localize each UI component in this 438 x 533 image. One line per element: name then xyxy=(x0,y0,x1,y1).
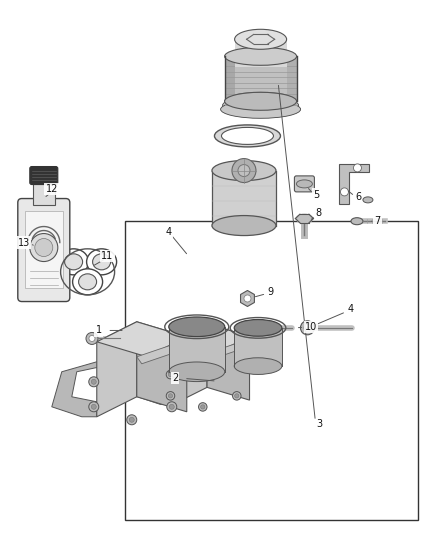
Polygon shape xyxy=(137,322,187,412)
Text: 1: 1 xyxy=(95,326,102,335)
FancyBboxPatch shape xyxy=(294,176,314,192)
Ellipse shape xyxy=(169,317,225,336)
Ellipse shape xyxy=(169,362,225,382)
Ellipse shape xyxy=(223,96,299,114)
Ellipse shape xyxy=(351,217,363,225)
Circle shape xyxy=(30,233,58,262)
Bar xyxy=(169,327,225,372)
Circle shape xyxy=(353,164,361,172)
Circle shape xyxy=(167,402,177,412)
Ellipse shape xyxy=(225,92,297,110)
Bar xyxy=(25,211,63,287)
FancyBboxPatch shape xyxy=(18,198,70,302)
Ellipse shape xyxy=(363,197,373,203)
Ellipse shape xyxy=(234,320,282,336)
Polygon shape xyxy=(52,362,110,417)
Circle shape xyxy=(244,324,251,332)
Text: 6: 6 xyxy=(355,192,361,202)
Text: 11: 11 xyxy=(101,251,113,261)
Polygon shape xyxy=(207,339,254,359)
Bar xyxy=(234,328,282,366)
Circle shape xyxy=(232,158,256,183)
Circle shape xyxy=(166,370,175,379)
Circle shape xyxy=(300,321,314,335)
Bar xyxy=(212,171,276,225)
Text: 4: 4 xyxy=(347,304,353,314)
Circle shape xyxy=(304,324,311,332)
Polygon shape xyxy=(97,322,187,357)
Circle shape xyxy=(127,415,137,425)
Polygon shape xyxy=(250,324,279,358)
Ellipse shape xyxy=(64,254,83,270)
Text: 10: 10 xyxy=(305,322,317,332)
Text: 2: 2 xyxy=(172,374,178,383)
Circle shape xyxy=(129,417,134,422)
Circle shape xyxy=(240,321,254,335)
Circle shape xyxy=(166,392,175,400)
FancyBboxPatch shape xyxy=(30,166,58,184)
Circle shape xyxy=(91,404,96,409)
Bar xyxy=(286,56,297,106)
Circle shape xyxy=(168,394,173,398)
Circle shape xyxy=(198,402,207,411)
Ellipse shape xyxy=(225,47,297,66)
Ellipse shape xyxy=(234,358,282,375)
Bar xyxy=(225,56,235,106)
Polygon shape xyxy=(173,324,250,353)
Text: 7: 7 xyxy=(374,216,381,226)
Ellipse shape xyxy=(59,249,88,275)
Ellipse shape xyxy=(78,274,97,290)
Bar xyxy=(235,39,286,67)
Ellipse shape xyxy=(92,254,111,270)
Polygon shape xyxy=(187,322,222,362)
Ellipse shape xyxy=(221,100,300,118)
Bar xyxy=(125,221,418,520)
Circle shape xyxy=(35,239,53,256)
Ellipse shape xyxy=(212,215,276,236)
Circle shape xyxy=(244,295,251,302)
Polygon shape xyxy=(207,324,250,400)
Polygon shape xyxy=(97,322,137,417)
Circle shape xyxy=(201,405,205,409)
Circle shape xyxy=(89,335,95,342)
Polygon shape xyxy=(173,324,207,405)
Polygon shape xyxy=(135,358,184,405)
Circle shape xyxy=(91,379,96,384)
Bar xyxy=(33,181,55,205)
Ellipse shape xyxy=(73,269,102,295)
Ellipse shape xyxy=(295,214,314,223)
Circle shape xyxy=(168,373,173,377)
Text: 9: 9 xyxy=(267,287,273,297)
Ellipse shape xyxy=(297,180,312,188)
Polygon shape xyxy=(339,164,369,204)
Ellipse shape xyxy=(87,249,117,275)
Text: 5: 5 xyxy=(313,190,319,199)
Circle shape xyxy=(235,394,239,398)
Ellipse shape xyxy=(235,29,286,49)
Circle shape xyxy=(340,188,349,196)
Ellipse shape xyxy=(225,92,297,110)
Ellipse shape xyxy=(222,127,273,144)
Ellipse shape xyxy=(212,160,276,181)
Circle shape xyxy=(89,402,99,412)
Text: 12: 12 xyxy=(46,184,58,194)
Circle shape xyxy=(169,404,174,409)
Text: 4: 4 xyxy=(166,227,172,237)
Circle shape xyxy=(233,392,241,400)
Text: 8: 8 xyxy=(316,208,322,218)
Bar xyxy=(225,56,297,106)
Circle shape xyxy=(238,165,250,176)
Circle shape xyxy=(86,333,98,344)
Text: 13: 13 xyxy=(18,238,30,247)
Text: 3: 3 xyxy=(317,419,323,429)
Circle shape xyxy=(89,377,99,387)
Polygon shape xyxy=(137,340,192,364)
Ellipse shape xyxy=(215,125,280,147)
